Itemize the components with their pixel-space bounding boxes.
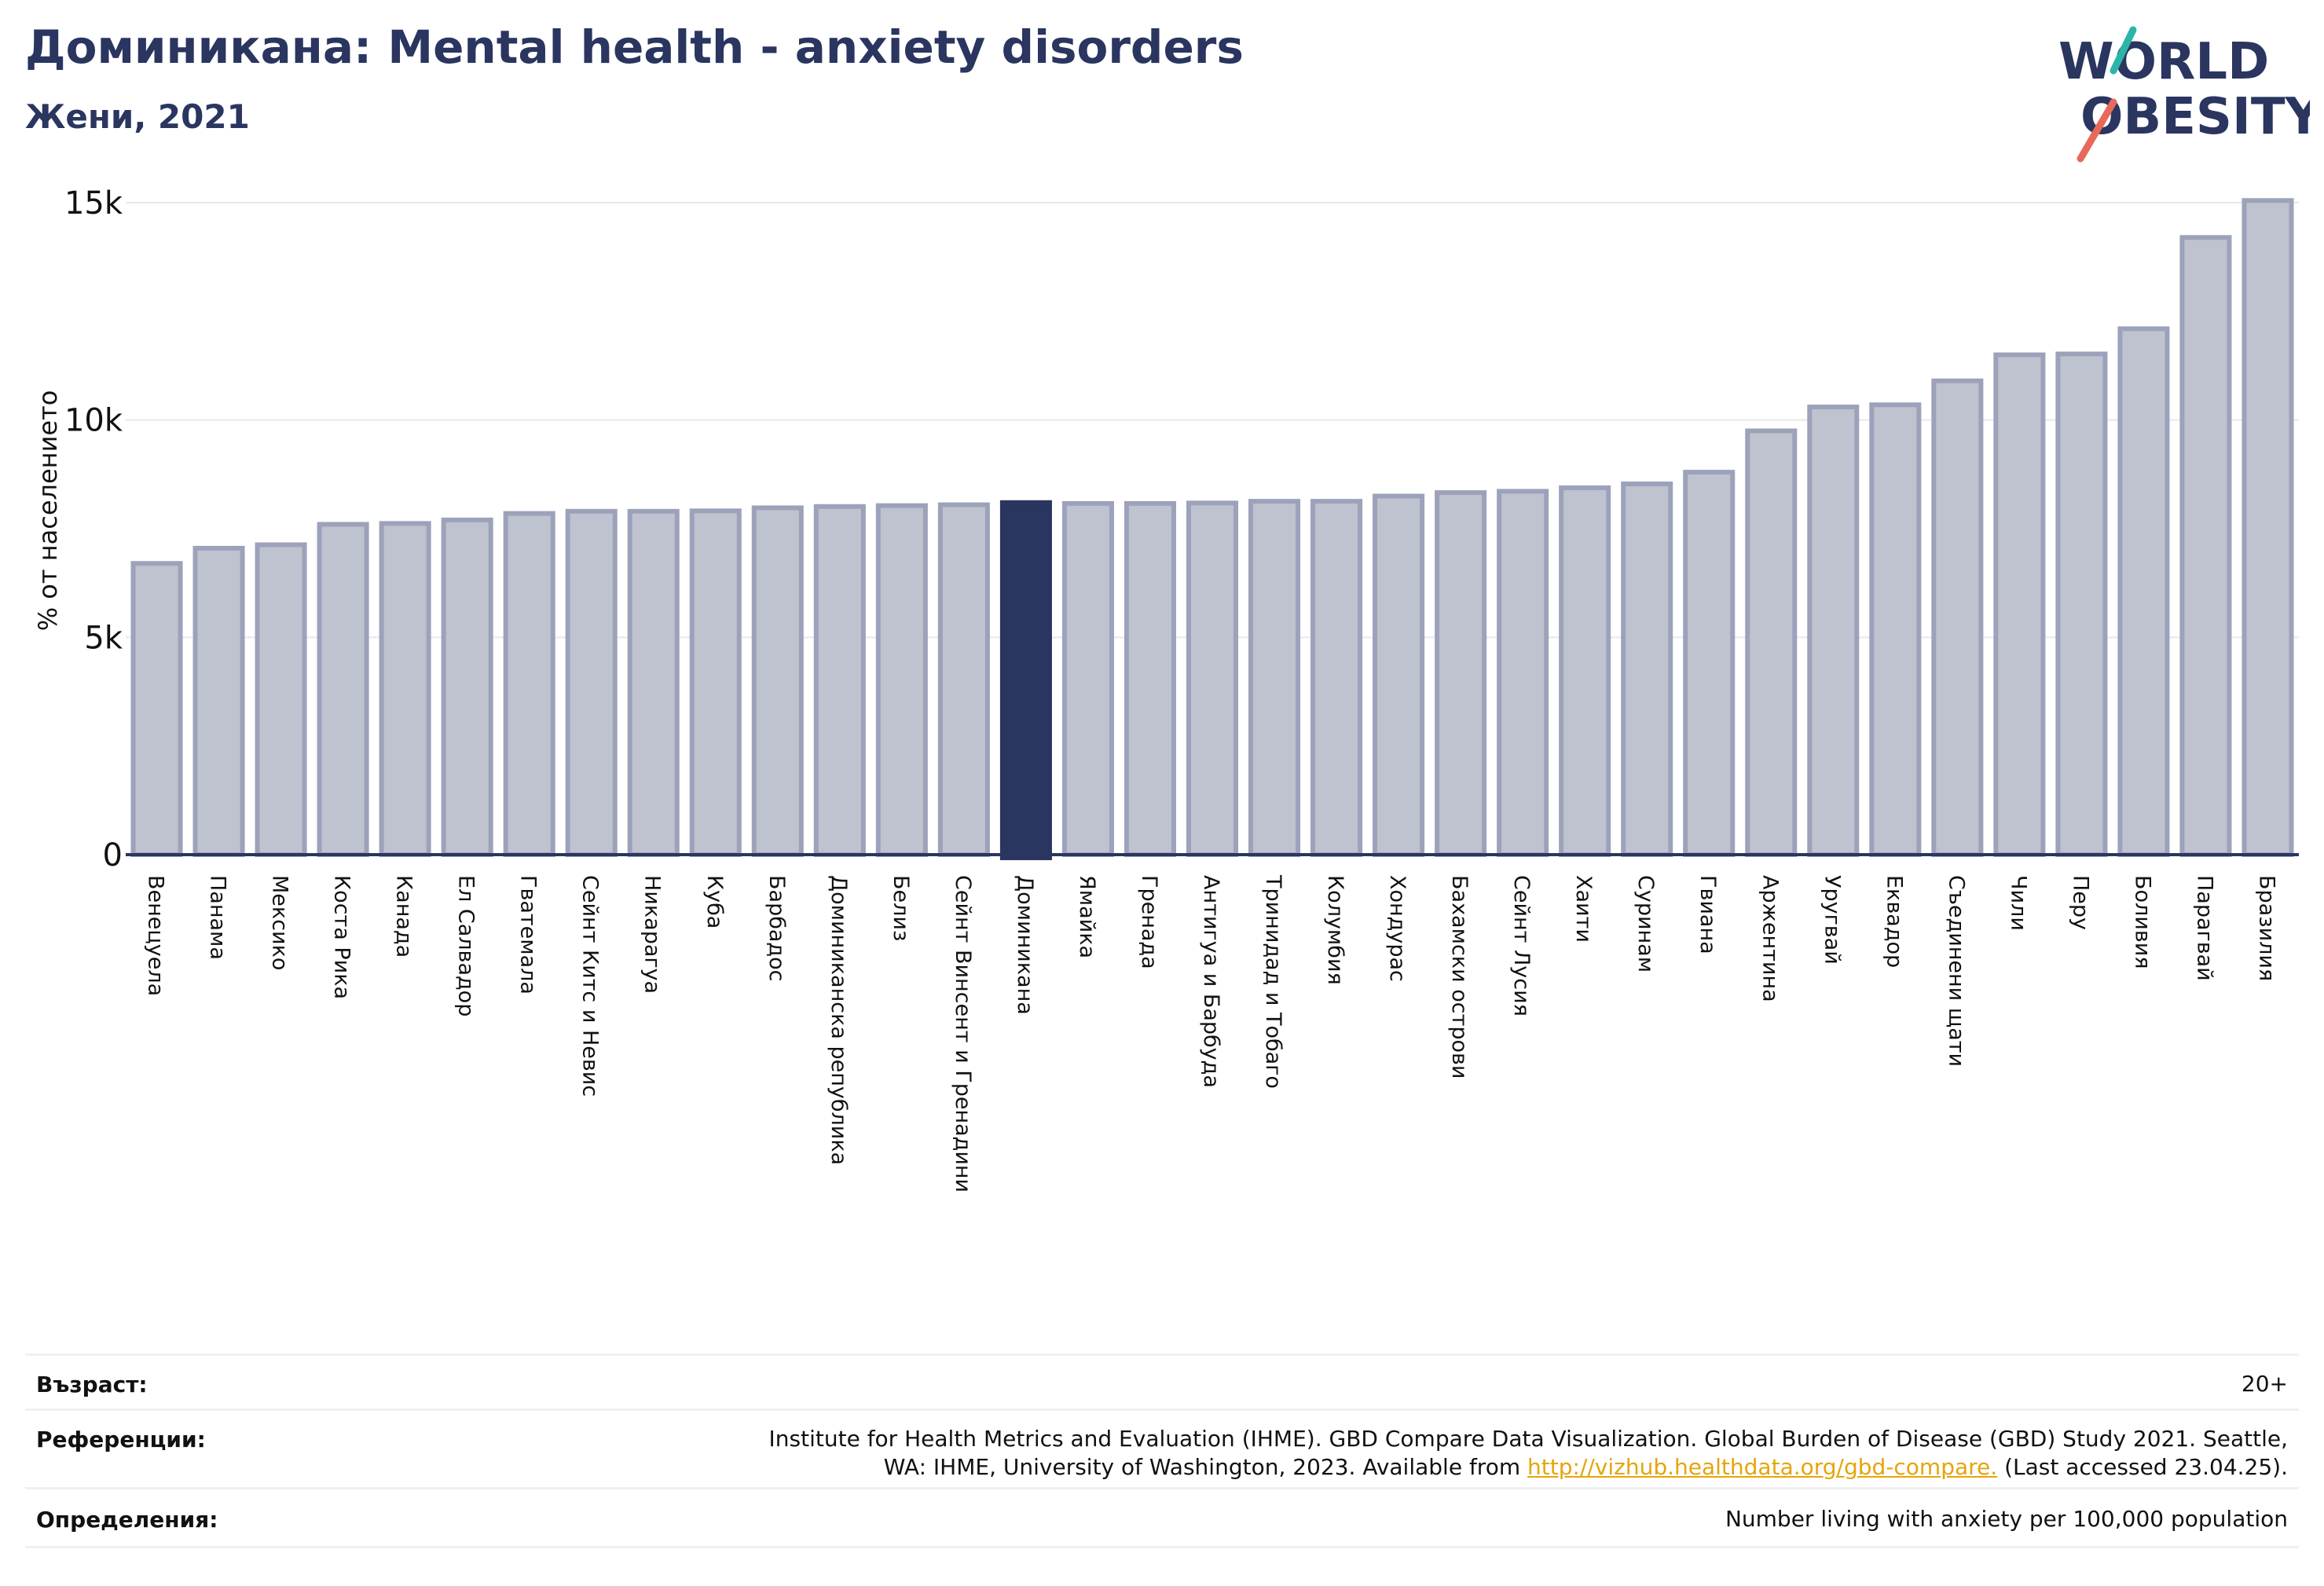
bar-chart: 0 5k 10k 15k % от населението Венецуела Панама… (33, 185, 2299, 1192)
x-tick-label: Боливия (2130, 875, 2154, 969)
x-tick-label: Перу (2068, 875, 2092, 930)
bar (1248, 499, 1301, 857)
x-tick-label: Тринидад и Тобаго (1261, 874, 1285, 1089)
bar (1993, 352, 2046, 857)
bar (379, 521, 431, 857)
x-tick-label: Гренада (1137, 875, 1161, 969)
x-tick-label: Аржентина (1758, 875, 1782, 1002)
x-tick-label: Ел Салвадор (454, 875, 478, 1016)
references-line2: WA: IHME, University of Washington, 2023… (769, 1453, 2288, 1482)
x-tick-label: Венецуела (144, 875, 168, 996)
y-tick-label: 5k (84, 620, 123, 656)
logo-coral-slash (2077, 98, 2117, 163)
x-tick-label: Бразилия (2254, 875, 2278, 981)
bar (1435, 490, 1487, 857)
definitions-row: Определения: Number living with anxiety … (25, 1487, 2299, 1548)
bar (627, 508, 680, 857)
references-row: Референции: Institute for Health Metrics… (25, 1408, 2299, 1489)
x-tick-label: Доминиканска република (827, 875, 851, 1165)
bar (875, 503, 928, 857)
bar (751, 505, 804, 857)
references-link[interactable]: http://vizhub.healthdata.org/gbd-compare… (1527, 1454, 1998, 1480)
x-tick-label: Барбадос (764, 875, 789, 981)
bar (565, 508, 618, 857)
world-obesity-logo: WORLD OBESITY (2058, 26, 2310, 163)
bar (192, 545, 245, 858)
references-accessed: (Last accessed 23.04.25). (2004, 1454, 2288, 1480)
bar (255, 542, 307, 857)
references-label: Референции: (36, 1427, 206, 1452)
age-row: Възраст: 20+ (25, 1353, 2299, 1411)
y-tick-label: 10k (64, 403, 123, 439)
x-tick-label: Гвиана (1695, 875, 1720, 954)
bar (1621, 482, 1673, 857)
x-tick-label: Ямайка (1075, 875, 1099, 958)
references-line1: Institute for Health Metrics and Evaluat… (768, 1426, 2288, 1452)
x-tick-label: Мексико (268, 875, 292, 970)
bar (937, 502, 990, 857)
bar (1869, 402, 1922, 857)
bar (2242, 198, 2294, 857)
x-tick-label: Уругвай (1820, 875, 1844, 965)
x-tick-label: Никарагуа (640, 875, 665, 994)
bar (813, 504, 866, 858)
bar (503, 511, 555, 858)
x-tick-label: Чили (2006, 875, 2030, 931)
bar (1373, 493, 1425, 857)
x-tick-label: Сейнт Лусия (1509, 875, 1534, 1016)
x-tick-label: Белиз (889, 875, 913, 941)
x-tick-label: Коста Рика (330, 875, 354, 999)
y-axis-label: % от населението (33, 390, 63, 632)
references-line2-text: WA: IHME, University of Washington, 2023… (883, 1454, 1521, 1480)
bar-highlight (999, 500, 1052, 860)
x-tick-label: Хондурас (1385, 875, 1409, 982)
x-tick-label: Сейнт Китс и Невис (578, 875, 603, 1097)
x-tick-label: Куба (702, 875, 727, 929)
age-label: Възраст: (36, 1372, 148, 1397)
x-tick-label: Сейнт Винсент и Гренадини (951, 875, 975, 1192)
bar (1559, 485, 1611, 858)
bar (2117, 326, 2170, 857)
bar (1497, 489, 1549, 857)
x-tick-label: Гватемала (516, 875, 541, 994)
bar (1186, 500, 1239, 857)
x-tick-label: Бахамски острови (1447, 875, 1472, 1079)
y-tick-label: 0 (103, 837, 123, 874)
references-text: Institute for Health Metrics and Evaluat… (769, 1425, 2288, 1482)
x-tick-label: Парагвай (2192, 875, 2216, 981)
bar (1061, 500, 1114, 857)
bar (1745, 428, 1798, 857)
bar (130, 561, 183, 857)
bar (2179, 235, 2232, 857)
bar (2055, 351, 2108, 857)
x-tick-label: Канада (392, 875, 416, 958)
bar (1124, 500, 1177, 857)
x-tick-label: Доминикана (1013, 875, 1037, 1015)
bar (1310, 499, 1363, 857)
age-value: 20+ (2241, 1371, 2288, 1397)
y-tick-label: 15k (64, 185, 123, 222)
x-tick-label: Суринам (1633, 875, 1658, 972)
bar (317, 522, 369, 857)
bar (441, 517, 493, 858)
definitions-value: Number living with anxiety per 100,000 p… (1725, 1506, 2288, 1532)
logo-teal-slash (2110, 26, 2137, 75)
logo-line1: WORLD (2058, 33, 2269, 91)
logo-line2: OBESITY (2080, 88, 2310, 146)
x-tick-label: Антигуа и Барбуда (1199, 875, 1223, 1088)
bar (1807, 405, 1860, 857)
x-tick-label: Съединени щати (1944, 875, 1968, 1067)
definitions-label: Определения: (36, 1507, 218, 1533)
x-tick-label: Панама (206, 875, 230, 960)
x-tick-label: Еквадор (1882, 875, 1906, 968)
x-tick-label: Хаити (1571, 875, 1596, 943)
page-subtitle: Жени, 2021 (25, 97, 250, 136)
bar (689, 508, 742, 858)
bar (1683, 470, 1736, 857)
page-title: Доминикана: Mental health - anxiety diso… (25, 20, 1244, 74)
x-tick-label: Колумбия (1323, 875, 1347, 985)
bar (1931, 378, 1984, 858)
